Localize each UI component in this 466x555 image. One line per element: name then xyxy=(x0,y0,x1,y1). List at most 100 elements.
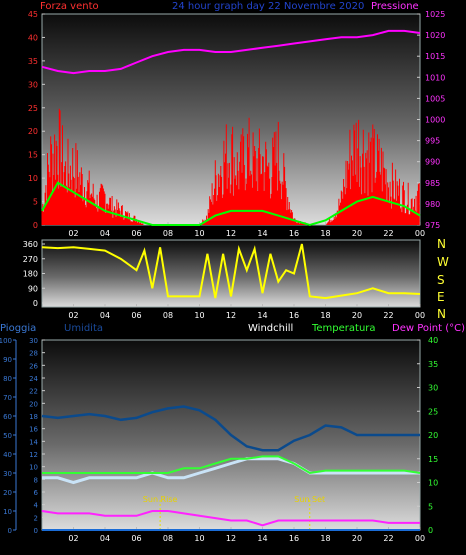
wind-speed-tick-label: 20 xyxy=(28,127,38,136)
wind-direction-series xyxy=(41,243,421,300)
rain-tick-label: 0 xyxy=(34,527,38,535)
humidity-tick-label: 80 xyxy=(3,375,12,383)
pressure-tick-label: 990 xyxy=(425,158,440,167)
temperature-label: Temperatura xyxy=(311,323,376,334)
pressure-tick-label: 1005 xyxy=(425,94,445,103)
wind-speed-tick-label: 40 xyxy=(28,33,38,42)
hour-tick-label: 04 xyxy=(100,229,110,238)
pressure-tick-label: 985 xyxy=(425,179,440,188)
temperature-tick-label: 30 xyxy=(428,384,438,393)
hour-tick-label: 02 xyxy=(68,534,78,543)
compass-letter: W xyxy=(437,255,449,269)
hour-tick-label: 12 xyxy=(226,229,236,238)
rain-tick-label: 24 xyxy=(29,375,38,383)
temperature-tick-label: 5 xyxy=(428,502,433,511)
direction-tick-label: 90 xyxy=(28,284,38,293)
pressure-axis-title: Pressione xyxy=(371,1,419,12)
humidity-tick-label: 30 xyxy=(3,470,12,478)
humidity-tick-label: 0 xyxy=(8,527,12,535)
direction-tick-label: 270 xyxy=(23,255,38,264)
temperature-tick-label: 15 xyxy=(428,455,438,464)
rain-tick-label: 8 xyxy=(34,476,38,484)
pressure-tick-label: 1010 xyxy=(425,73,445,82)
hour-tick-label: 18 xyxy=(320,229,330,238)
humidity-tick-label: 20 xyxy=(3,489,12,497)
temperature-tick-label: 0 xyxy=(428,526,433,535)
compass-letter: S xyxy=(437,273,445,287)
hour-tick-label: 22 xyxy=(383,311,393,320)
hour-tick-label: 14 xyxy=(257,534,267,543)
hour-tick-label: 12 xyxy=(226,311,236,320)
hour-tick-label: 08 xyxy=(163,311,173,320)
hour-tick-label: 04 xyxy=(100,311,110,320)
rain-tick-label: 18 xyxy=(29,413,38,421)
direction-tick-label: 180 xyxy=(23,270,38,279)
rain-tick-label: 28 xyxy=(29,350,38,358)
dewpoint-series xyxy=(41,510,420,527)
temperature-series xyxy=(42,455,421,475)
compass-letter: E xyxy=(437,290,445,304)
humidity-tick-label: 90 xyxy=(3,356,12,364)
hour-tick-label: 00 xyxy=(415,229,425,238)
hour-tick-label: 16 xyxy=(289,534,299,543)
hour-tick-label: 02 xyxy=(68,311,78,320)
hour-tick-label: 00 xyxy=(415,534,425,543)
hour-tick-label: 18 xyxy=(320,534,330,543)
pressure-tick-label: 1025 xyxy=(425,10,445,19)
hour-tick-label: 16 xyxy=(289,311,299,320)
humidity-tick-label: 40 xyxy=(3,451,12,459)
hour-tick-label: 10 xyxy=(194,229,204,238)
rain-label: Pioggia xyxy=(0,323,36,334)
windchill-series xyxy=(42,457,420,485)
hour-tick-label: 20 xyxy=(352,311,362,320)
humidity-tick-label: 10 xyxy=(3,508,12,516)
pressure-tick-label: 1020 xyxy=(425,31,445,40)
compass-letter: N xyxy=(437,237,446,251)
rain-tick-label: 4 xyxy=(34,502,39,510)
hour-tick-label: 06 xyxy=(131,229,141,238)
hour-tick-label: 22 xyxy=(383,534,393,543)
sunrise-label: Sun Rise xyxy=(143,495,178,504)
wind-speed-tick-label: 10 xyxy=(28,174,38,183)
direction-tick-label: 360 xyxy=(23,240,38,249)
humidity-tick-label: 70 xyxy=(3,394,12,402)
compass-letter: N xyxy=(437,307,446,321)
humidity-tick-label: 100 xyxy=(0,337,12,345)
rain-tick-label: 20 xyxy=(29,400,38,408)
rain-tick-label: 22 xyxy=(29,388,38,396)
dewpoint-label: Dew Point (°C) xyxy=(392,323,465,334)
pressure-tick-label: 1000 xyxy=(425,116,445,125)
rain-tick-label: 10 xyxy=(29,464,38,472)
rain-tick-label: 2 xyxy=(34,514,38,522)
rain-tick-label: 30 xyxy=(29,337,38,345)
temperature-tick-label: 10 xyxy=(428,479,438,488)
wind-average-series xyxy=(41,181,421,227)
hour-tick-label: 22 xyxy=(383,229,393,238)
pressure-tick-label: 995 xyxy=(425,137,440,146)
windchill-label: Windchill xyxy=(248,323,293,334)
pressure-series xyxy=(41,29,421,75)
wind-speed-tick-label: 45 xyxy=(28,10,38,19)
pressure-tick-label: 1015 xyxy=(425,52,445,61)
temperature-tick-label: 20 xyxy=(428,431,438,440)
rain-tick-label: 6 xyxy=(34,489,39,497)
wind-speed-tick-label: 35 xyxy=(28,57,38,66)
hour-tick-label: 02 xyxy=(68,229,78,238)
sunset-label: Sun Set xyxy=(294,495,325,504)
temperature-tick-label: 35 xyxy=(428,360,438,369)
rain-tick-label: 14 xyxy=(29,438,38,446)
wind-speed-tick-label: 15 xyxy=(28,151,38,160)
hour-tick-label: 06 xyxy=(131,311,141,320)
wind-speed-tick-label: 5 xyxy=(33,198,38,207)
hour-tick-label: 08 xyxy=(163,229,173,238)
rain-tick-label: 16 xyxy=(29,426,38,434)
wind-speed-tick-label: 30 xyxy=(28,80,38,89)
chart-title: 24 hour graph day 22 Novembre 2020 xyxy=(172,1,364,12)
hour-tick-label: 14 xyxy=(257,311,267,320)
humidity-tick-label: 50 xyxy=(3,432,12,440)
humidity-label: Umidita xyxy=(64,323,103,334)
hour-tick-label: 20 xyxy=(352,229,362,238)
hour-tick-label: 12 xyxy=(226,534,236,543)
